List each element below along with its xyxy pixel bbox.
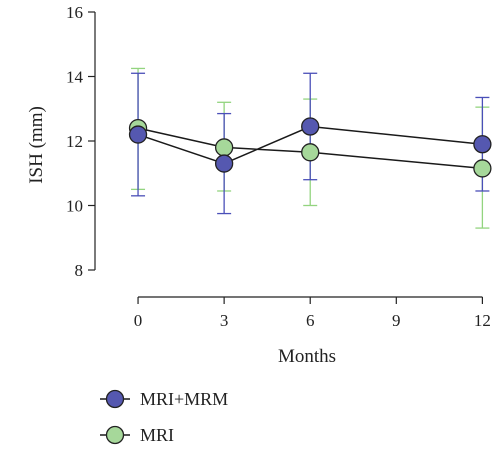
plot-area — [128, 67, 492, 229]
legend-label: MRI+MRM — [140, 389, 228, 409]
x-tick-label: 9 — [392, 311, 401, 330]
x-tick-label: 0 — [134, 311, 143, 330]
x-axis: 0 3 6 9 12 — [134, 296, 491, 330]
legend-label: MRI — [140, 425, 174, 445]
y-tick-label: 14 — [66, 68, 84, 87]
x-axis-title: Months — [278, 346, 336, 367]
data-point — [473, 159, 492, 178]
legend-marker — [105, 389, 125, 409]
y-axis-title: ISH (mm) — [26, 106, 47, 184]
y-tick-label: 8 — [75, 261, 84, 280]
series-line-1 — [137, 125, 483, 165]
legend: MRI+MRM MRI — [100, 389, 228, 445]
x-tick-label: 12 — [474, 311, 491, 330]
y-tick-label: 16 — [66, 3, 83, 22]
x-tick-label: 6 — [306, 311, 315, 330]
data-point — [301, 143, 320, 162]
legend-marker — [105, 425, 125, 445]
data-point — [214, 138, 234, 157]
y-tick-label: 10 — [66, 197, 83, 216]
data-point — [214, 154, 234, 173]
y-tick-label: 12 — [66, 132, 83, 151]
x-tick-label: 3 — [220, 311, 229, 330]
data-point — [301, 117, 320, 136]
series-line-2 — [137, 127, 483, 170]
data-point — [128, 125, 148, 144]
data-point — [473, 135, 492, 154]
legend-entry: MRI+MRM — [100, 389, 228, 409]
legend-entry: MRI — [100, 425, 174, 445]
y-axis: 8 10 12 14 16 — [66, 3, 96, 280]
